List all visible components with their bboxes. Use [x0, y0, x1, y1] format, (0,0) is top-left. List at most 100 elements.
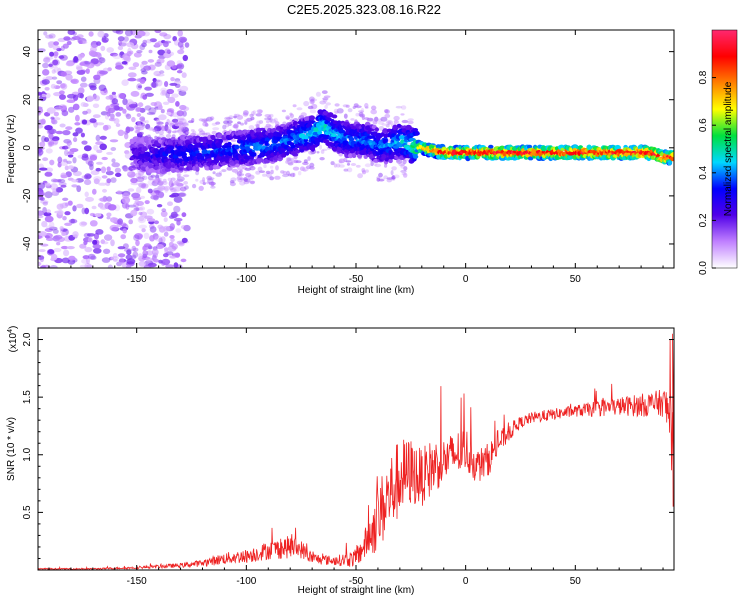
spectrogram-halo-cell: [378, 172, 383, 178]
spectrogram-halo-cell: [398, 162, 406, 167]
spectrogram-noise-cell: [98, 197, 107, 202]
spectrogram-noise-cell: [65, 74, 73, 81]
spectrogram-noise-cell: [130, 30, 137, 36]
spectrogram-noise-cell: [76, 34, 84, 39]
spectrogram-noise-cell: [153, 258, 160, 263]
colorbar-ticks: 0.0 0.2 0.4 0.6 0.8: [698, 70, 716, 275]
spectrogram-ridge-cell: [351, 152, 357, 158]
spectrogram-halo-cell: [148, 127, 155, 131]
spectrogram-halo-cell: [289, 112, 293, 116]
spectrogram-halo-cell: [407, 120, 414, 125]
spectrogram-noise-cell: [38, 147, 43, 154]
snr-multiplier-close: ): [8, 326, 19, 329]
spectrogram-noise-cell: [139, 206, 146, 211]
spectrogram-noise-cell: [93, 176, 102, 182]
spectrogram-halo-cell: [231, 168, 239, 173]
spectrogram-noise-cell: [169, 255, 177, 259]
spectrogram-noise-cell: [163, 247, 169, 252]
spectrogram-noise-cell: [120, 234, 126, 240]
spectrogram-halo-cell: [325, 102, 332, 106]
spectrogram-halo-cell: [364, 169, 369, 173]
spectrogram-noise-cell: [136, 30, 146, 37]
spectrogram-noise-cell: [131, 245, 137, 252]
spectrogram-halo-cell: [192, 183, 197, 189]
spectrogram-ytick-label: -20: [22, 188, 33, 203]
spectrogram-halo-cell: [393, 119, 400, 124]
spectrogram-noise-cell: [173, 217, 183, 222]
spectrogram-halo-cell: [265, 120, 270, 124]
spectrogram-noise-cell: [138, 215, 145, 222]
spectrogram-noise-cell: [156, 73, 165, 77]
spectrogram-halo-cell: [208, 181, 216, 186]
spectrogram-noise-cell: [92, 93, 97, 100]
spectrogram-noise-cell: [38, 191, 45, 197]
spectrogram-noise-cell: [140, 211, 148, 217]
snr-xtick-label: 50: [570, 576, 582, 587]
spectrogram-noise-cell: [173, 80, 182, 84]
spectrogram-noise-cell: [39, 197, 45, 201]
spectrogram-noise-cell: [144, 86, 153, 91]
spectrogram-noise-cell: [76, 203, 84, 209]
spectrogram-halo-cell: [392, 175, 395, 180]
snr-ylabel: SNR (10 * v/v): [6, 417, 17, 481]
spectrogram-halo-cell: [365, 106, 369, 109]
spectrogram-halo-cell: [387, 121, 391, 125]
spectrogram-halo-cell: [134, 129, 141, 134]
spectrogram-halo-cell: [140, 183, 146, 189]
spectrogram-ridge-cell: [396, 123, 402, 128]
spectrogram-noise-cell: [103, 248, 111, 254]
spectrogram-halo-cell: [198, 185, 204, 191]
spectrogram-noise-cell: [117, 92, 126, 99]
spectrogram-halo-cell: [372, 120, 378, 125]
spectrogram-halo-cell: [227, 123, 232, 126]
spectrogram-noise-cell: [58, 55, 65, 59]
spectrogram-halo-cell: [141, 117, 146, 123]
spectrogram-noise-cell: [132, 62, 140, 68]
spectrogram-halo-cell: [202, 121, 208, 127]
spectrogram-noise-cell: [39, 141, 46, 148]
spectrogram-noise-cell: [59, 226, 64, 231]
spectrogram-frame: [37, 29, 675, 269]
spectrogram-noise-cell: [64, 222, 73, 226]
spectrogram-noise-cell: [86, 95, 94, 102]
spectrogram-halo-cell: [199, 179, 206, 185]
spectrogram-noise-cell: [83, 145, 92, 152]
spectrogram-halo-cell: [243, 178, 251, 183]
spectrogram-halo-cell: [374, 163, 382, 168]
spectrogram-halo-cell: [269, 118, 277, 124]
spectrogram-noise-cell: [122, 165, 128, 172]
spectrogram-halo-cell: [295, 160, 302, 164]
colorbar-tick-label: 0.6: [698, 118, 709, 132]
spectrogram-noise-cell: [79, 264, 89, 268]
spectrogram-noise-cell: [131, 116, 136, 123]
spectrogram-noise-cell: [84, 207, 90, 215]
spectrogram-halo-cell: [166, 128, 172, 134]
spectrogram-ridge-cell: [201, 149, 209, 155]
spectrogram-ridge-cell: [178, 167, 185, 171]
spectrogram-noise-cell: [127, 72, 137, 78]
spectrogram-noise-cell: [51, 69, 56, 74]
spectrogram-noise-cell: [62, 130, 71, 136]
spectrogram-noise-cell: [165, 91, 170, 99]
spectrogram-noise-cell: [51, 76, 58, 80]
spectrogram-halo-cell: [323, 95, 331, 98]
spectrogram-halo-cell: [160, 125, 165, 131]
spectrogram-noise-cell: [166, 111, 172, 116]
spectrogram-halo-cell: [244, 121, 248, 125]
spectrogram-halo-cell: [286, 116, 290, 120]
spectrogram-noise-cell: [89, 85, 97, 91]
spectrogram-noise-cell: [92, 244, 102, 249]
spectrogram-halo-cell: [309, 109, 317, 114]
spectrogram-noise-cell: [50, 83, 57, 89]
spectrogram-noise-cell: [149, 235, 155, 242]
spectrogram-noise-cell: [143, 65, 152, 71]
spectrogram-noise-cell: [181, 106, 190, 111]
spectrogram-noise-cell: [184, 42, 190, 48]
spectrogram-halo-cell: [376, 177, 381, 182]
spectrogram-halo-cell: [256, 120, 261, 126]
spectrogram-halo-cell: [360, 107, 365, 114]
spectrogram-noise-cell: [130, 209, 138, 217]
spectrogram-noise-cell: [42, 69, 50, 76]
spectrogram-noise-cell: [79, 243, 87, 249]
spectrogram-noise-cell: [117, 45, 124, 51]
